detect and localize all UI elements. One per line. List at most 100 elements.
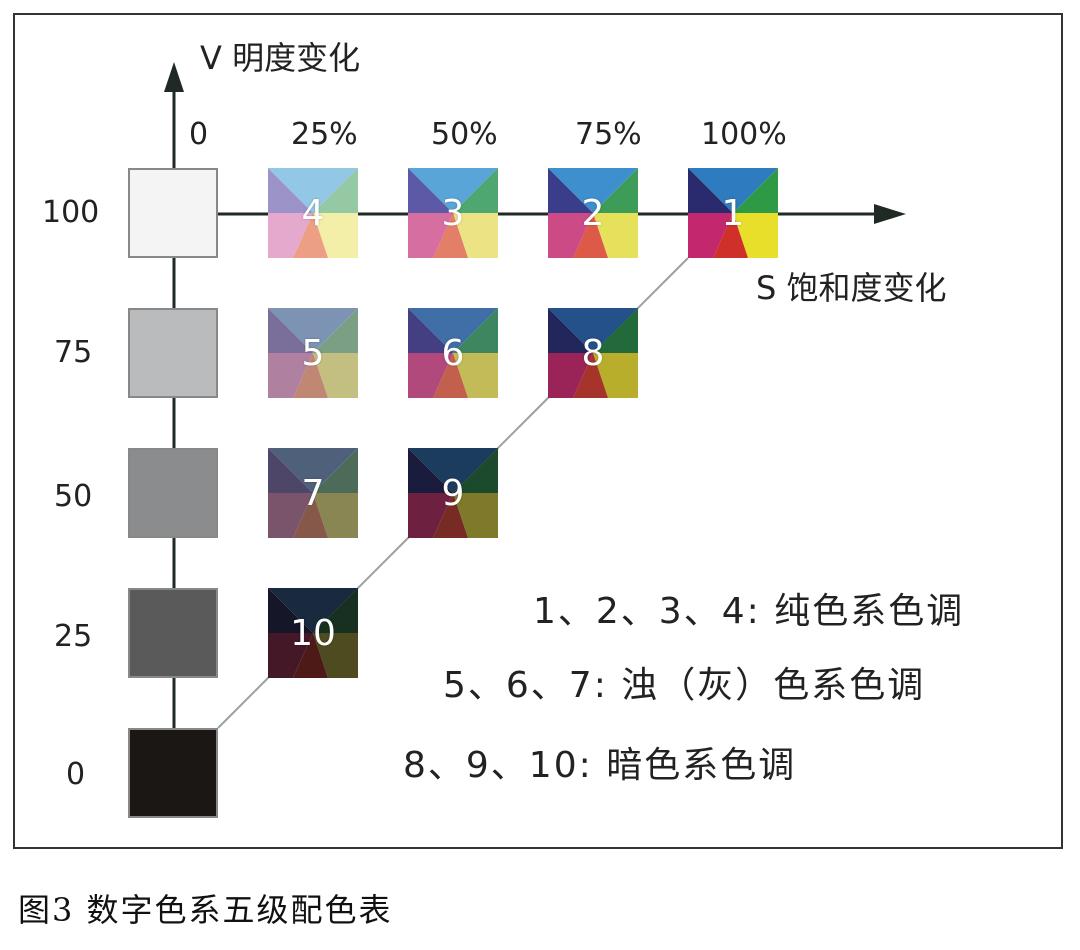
wedge-left [408, 168, 453, 213]
wedge-right [313, 308, 358, 353]
color-tile-9: 9 [408, 448, 498, 538]
wedge-bottom [433, 353, 468, 398]
v-axis-arrowhead [164, 62, 184, 92]
s-axis-label: S 饱和度变化 [756, 269, 947, 307]
color-wedges [268, 308, 358, 398]
wedge-bottom-left [408, 213, 453, 258]
wedge-bottom [433, 213, 468, 258]
color-wedges [548, 168, 638, 258]
gray-swatch-100 [128, 168, 218, 258]
gray-swatch-25 [128, 588, 218, 678]
figure-caption: 图3 数字色系五级配色表 [18, 891, 393, 929]
wedge-left [268, 308, 313, 353]
color-tile-7: 7 [268, 448, 358, 538]
wedge-bottom [573, 353, 608, 398]
wedge-bottom [293, 493, 328, 538]
wedge-bottom-left [268, 633, 313, 678]
color-wedges [268, 448, 358, 538]
color-tile-2: 2 [548, 168, 638, 258]
wedge-left [548, 308, 593, 353]
wedge-bottom-left [268, 353, 313, 398]
color-tile-4: 4 [268, 168, 358, 258]
wedge-right [593, 308, 638, 353]
color-wedges [408, 308, 498, 398]
value-tick-0: 0 [66, 757, 86, 792]
saturation-tick-0: 0 [189, 117, 209, 152]
color-wedges [408, 168, 498, 258]
wedge-bottom [293, 213, 328, 258]
wedge-bottom [713, 213, 748, 258]
wedge-left [268, 448, 313, 493]
wedge-right [313, 588, 358, 633]
wedge-top [548, 168, 638, 213]
color-tile-8: 8 [548, 308, 638, 398]
gray-swatch-0 [128, 728, 218, 818]
wedge-left [408, 308, 453, 353]
tile-number: 3 [441, 192, 465, 234]
wedge-top [268, 168, 358, 213]
value-tick-50: 50 [54, 479, 93, 514]
wedge-top [688, 168, 778, 213]
saturation-tick-100: 100% [701, 117, 787, 152]
color-tile-3: 3 [408, 168, 498, 258]
tile-number: 6 [441, 332, 465, 374]
gray-swatch-50 [128, 448, 218, 538]
wedge-bottom [293, 633, 328, 678]
wedge-right [453, 168, 498, 213]
wedge-right [453, 308, 498, 353]
v-axis-label: V 明度变化 [200, 39, 361, 77]
tile-number: 7 [301, 472, 325, 514]
color-tile-5: 5 [268, 308, 358, 398]
value-tick-25: 25 [54, 619, 93, 654]
wedge-bottom [573, 213, 608, 258]
wedge-bottom-left [408, 493, 453, 538]
color-tile-1: 1 [688, 168, 778, 258]
wedge-right [313, 448, 358, 493]
wedge-bottom [293, 353, 328, 398]
wedge-bottom-left [268, 213, 313, 258]
color-wedges [268, 168, 358, 258]
wedge-bottom [433, 493, 468, 538]
color-tile-10: 10 [268, 588, 358, 678]
color-wedges [548, 308, 638, 398]
legend-dark-tones: 8、9、10: 暗色系色调 [403, 745, 797, 786]
wedge-top [408, 168, 498, 213]
tile-number: 9 [441, 472, 465, 514]
value-tick-75: 75 [54, 335, 93, 370]
tile-number: 8 [581, 332, 605, 374]
wedge-top [268, 308, 358, 353]
tile-number: 4 [301, 192, 325, 234]
tile-number: 2 [581, 192, 605, 234]
s-axis-arrowhead [874, 204, 906, 224]
wedge-right [733, 168, 778, 213]
color-tile-6: 6 [408, 308, 498, 398]
tile-number: 10 [290, 612, 336, 654]
value-tick-100: 100 [42, 195, 100, 230]
legend-muted-tones: 5、6、7: 浊（灰）色系色调 [443, 665, 926, 706]
wedge-bottom-left [548, 213, 593, 258]
wedge-bottom-left [548, 353, 593, 398]
color-wedges [408, 448, 498, 538]
wedge-top [408, 448, 498, 493]
tile-number: 5 [301, 332, 325, 374]
gray-swatch-75 [128, 308, 218, 398]
wedge-top [268, 448, 358, 493]
wedge-top [408, 308, 498, 353]
wedge-bottom-left [268, 493, 313, 538]
wedge-bottom-left [408, 353, 453, 398]
diagram-frame [13, 13, 1063, 849]
tile-number: 1 [721, 192, 745, 234]
wedge-bottom-left [688, 213, 733, 258]
wedge-left [268, 588, 313, 633]
wedge-left [688, 168, 733, 213]
color-wedges [268, 588, 358, 678]
wedge-right [593, 168, 638, 213]
wedge-top [268, 588, 358, 633]
wedge-left [408, 448, 453, 493]
wedge-left [548, 168, 593, 213]
saturation-tick-50: 50% [431, 117, 498, 152]
saturation-tick-25: 25% [291, 117, 358, 152]
legend-pure-tones: 1、2、3、4: 纯色系色调 [533, 591, 965, 632]
color-wedges [688, 168, 778, 258]
